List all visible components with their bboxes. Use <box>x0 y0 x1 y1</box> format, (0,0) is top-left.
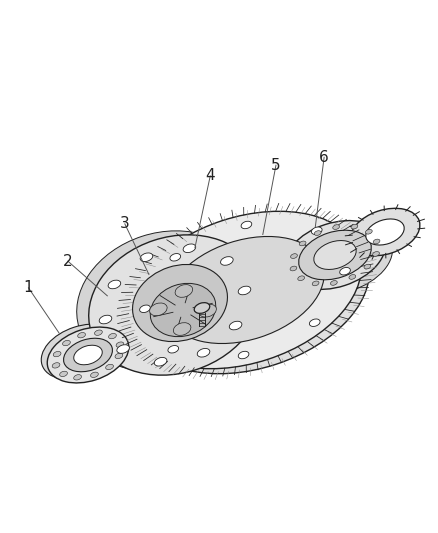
Text: 2: 2 <box>63 254 73 269</box>
Ellipse shape <box>91 372 98 377</box>
Text: 3: 3 <box>120 216 130 231</box>
Ellipse shape <box>154 358 167 366</box>
Ellipse shape <box>150 303 167 316</box>
Ellipse shape <box>351 224 358 229</box>
Ellipse shape <box>140 305 150 312</box>
Ellipse shape <box>290 266 297 271</box>
Ellipse shape <box>97 332 139 362</box>
Ellipse shape <box>77 231 249 371</box>
Ellipse shape <box>170 254 180 261</box>
Ellipse shape <box>117 345 130 353</box>
Ellipse shape <box>299 230 371 280</box>
Text: 1: 1 <box>24 280 33 295</box>
Ellipse shape <box>285 221 385 289</box>
Ellipse shape <box>173 322 191 335</box>
Ellipse shape <box>241 221 252 229</box>
Ellipse shape <box>228 275 262 299</box>
Ellipse shape <box>290 254 297 259</box>
Ellipse shape <box>137 216 369 374</box>
Ellipse shape <box>74 345 102 365</box>
Ellipse shape <box>89 235 261 375</box>
Text: 6: 6 <box>319 150 329 165</box>
Ellipse shape <box>299 241 306 246</box>
Ellipse shape <box>106 364 113 369</box>
Ellipse shape <box>298 276 304 280</box>
Ellipse shape <box>115 353 123 359</box>
Ellipse shape <box>311 227 322 235</box>
Ellipse shape <box>373 252 379 256</box>
Ellipse shape <box>140 253 153 262</box>
Ellipse shape <box>108 280 121 289</box>
Ellipse shape <box>47 327 129 383</box>
Ellipse shape <box>41 324 123 380</box>
Ellipse shape <box>373 239 380 244</box>
Ellipse shape <box>330 280 337 285</box>
Ellipse shape <box>221 257 233 265</box>
Ellipse shape <box>365 229 372 234</box>
Ellipse shape <box>292 225 392 294</box>
Ellipse shape <box>312 281 319 286</box>
Ellipse shape <box>63 341 71 346</box>
Ellipse shape <box>60 371 67 376</box>
Ellipse shape <box>52 362 60 368</box>
Ellipse shape <box>183 244 196 253</box>
Ellipse shape <box>350 208 420 256</box>
Ellipse shape <box>74 375 81 380</box>
Ellipse shape <box>109 334 117 339</box>
Ellipse shape <box>99 315 112 324</box>
Ellipse shape <box>229 321 242 330</box>
Ellipse shape <box>116 342 124 348</box>
Ellipse shape <box>194 303 210 313</box>
Ellipse shape <box>364 264 371 269</box>
Ellipse shape <box>53 351 61 357</box>
Ellipse shape <box>168 345 179 353</box>
Ellipse shape <box>64 338 113 372</box>
Ellipse shape <box>349 274 356 279</box>
Ellipse shape <box>238 351 249 359</box>
Ellipse shape <box>366 219 404 245</box>
Ellipse shape <box>314 231 321 236</box>
Ellipse shape <box>309 319 320 326</box>
Ellipse shape <box>150 284 216 337</box>
Ellipse shape <box>333 225 339 229</box>
Ellipse shape <box>78 333 85 338</box>
Ellipse shape <box>199 304 216 317</box>
Ellipse shape <box>133 264 227 342</box>
Text: 5: 5 <box>271 158 281 173</box>
Ellipse shape <box>238 286 251 295</box>
Text: 4: 4 <box>205 168 215 183</box>
Ellipse shape <box>175 285 193 297</box>
Ellipse shape <box>129 211 361 369</box>
Ellipse shape <box>340 268 350 275</box>
Ellipse shape <box>314 240 356 270</box>
Ellipse shape <box>166 237 324 344</box>
Ellipse shape <box>95 330 102 335</box>
Ellipse shape <box>197 349 210 357</box>
